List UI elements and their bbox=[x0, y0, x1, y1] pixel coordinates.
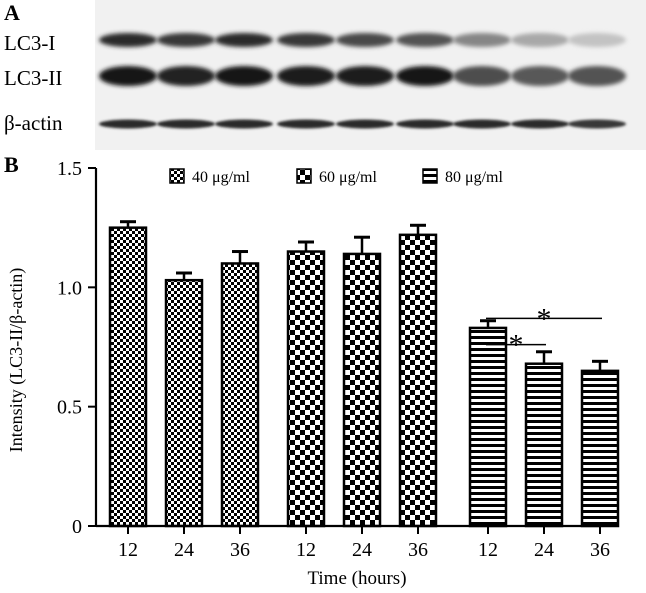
legend-label: 60 μg/ml bbox=[319, 169, 377, 186]
x-tick-label: 12 bbox=[478, 539, 498, 561]
blot-band-lc3-i-lane-5 bbox=[336, 33, 394, 47]
x-tick-label: 36 bbox=[408, 539, 428, 561]
blot-band-lc3-i-lane-1 bbox=[99, 33, 157, 47]
bar-24h-group-1 bbox=[164, 278, 204, 528]
blot-band-lc3-ii-lane-3 bbox=[215, 66, 273, 86]
blot-band-lc3-i-lane-4 bbox=[277, 33, 335, 47]
blot-band-beta-actin-lane-2 bbox=[157, 119, 215, 129]
blot-band-beta-actin-lane-5 bbox=[336, 119, 394, 129]
blot-band-beta-actin-lane-7 bbox=[453, 119, 511, 129]
blot-band-beta-actin-lane-6 bbox=[396, 119, 454, 129]
significance-star: * bbox=[509, 329, 524, 362]
y-axis-label: Intensity (LC3-II/β-actin) bbox=[6, 268, 27, 453]
x-tick-label: 24 bbox=[352, 539, 372, 561]
bar-36h-group-2 bbox=[398, 233, 438, 528]
blot-band-lc3-ii-lane-1 bbox=[99, 66, 157, 86]
blot-band-lc3-ii-lane-9 bbox=[568, 66, 626, 86]
blot-band-beta-actin-lane-1 bbox=[99, 119, 157, 129]
chart-axes: 0 0.5 1.0 1.5 12 24 36 12 24 36 12 24 36 bbox=[57, 158, 610, 561]
x-tick-label: 24 bbox=[174, 539, 194, 561]
blot-band-lc3-i-lane-8 bbox=[511, 33, 569, 47]
bar-24h-group-3 bbox=[524, 362, 564, 528]
x-axis-label: Time (hours) bbox=[307, 568, 406, 589]
blot-band-beta-actin-lane-9 bbox=[568, 119, 626, 129]
x-tick-label: 12 bbox=[296, 539, 316, 561]
bar-36h-group-3 bbox=[580, 369, 620, 528]
blot-label-beta-actin: β-actin bbox=[4, 111, 63, 135]
x-tick-label: 24 bbox=[534, 539, 554, 561]
y-tick-label: 0.5 bbox=[57, 397, 82, 419]
blot-band-lc3-i-lane-2 bbox=[157, 33, 215, 47]
x-tick-label: 36 bbox=[230, 539, 250, 561]
x-tick-label: 36 bbox=[590, 539, 610, 561]
bar-36h-group-1 bbox=[220, 262, 260, 528]
blot-label-lc3-ii: LC3-II bbox=[4, 66, 62, 90]
bar-12h-group-3 bbox=[468, 326, 508, 528]
significance-star: * bbox=[537, 302, 552, 335]
y-tick-label: 1.0 bbox=[57, 277, 82, 299]
blot-band-lc3-i-lane-9 bbox=[568, 33, 626, 47]
bar-12h-group-1 bbox=[108, 226, 148, 528]
blot-bands bbox=[99, 33, 626, 129]
blot-band-lc3-ii-lane-4 bbox=[277, 66, 335, 86]
x-tick-label: 12 bbox=[118, 539, 138, 561]
bar-24h-group-2 bbox=[342, 252, 382, 528]
blot-band-lc3-i-lane-7 bbox=[453, 33, 511, 47]
legend-swatch bbox=[169, 168, 185, 184]
western-blot-panel: A LC3-I LC3-II β-actin bbox=[4, 0, 646, 150]
legend-swatch bbox=[296, 168, 312, 184]
blot-band-lc3-ii-lane-7 bbox=[453, 66, 511, 86]
blot-band-beta-actin-lane-8 bbox=[511, 119, 569, 129]
bar-chart: B Intensity (LC3-II/β-actin) Time (hours… bbox=[4, 152, 620, 589]
panel-a-label: A bbox=[4, 0, 20, 25]
panel-b-label: B bbox=[4, 152, 19, 177]
blot-band-beta-actin-lane-4 bbox=[277, 119, 335, 129]
chart-legend: 40 μg/ml 60 μg/ml 80 μg/ml bbox=[169, 168, 503, 186]
blot-band-lc3-ii-lane-6 bbox=[396, 66, 454, 86]
legend-label: 40 μg/ml bbox=[192, 169, 250, 186]
blot-label-lc3-i: LC3-I bbox=[4, 31, 55, 55]
blot-band-beta-actin-lane-3 bbox=[215, 119, 273, 129]
legend-label: 80 μg/ml bbox=[445, 169, 503, 186]
legend-swatch bbox=[422, 168, 438, 184]
blot-band-lc3-i-lane-6 bbox=[396, 33, 454, 47]
chart-annotations: ** bbox=[486, 302, 602, 362]
blot-band-lc3-i-lane-3 bbox=[215, 33, 273, 47]
y-tick-label: 1.5 bbox=[57, 158, 82, 180]
blot-band-lc3-ii-lane-5 bbox=[336, 66, 394, 86]
blot-band-lc3-ii-lane-2 bbox=[157, 66, 215, 86]
y-tick-label: 0 bbox=[72, 516, 82, 538]
bar-12h-group-2 bbox=[286, 250, 326, 528]
blot-band-lc3-ii-lane-8 bbox=[511, 66, 569, 86]
chart-bars bbox=[108, 220, 620, 528]
